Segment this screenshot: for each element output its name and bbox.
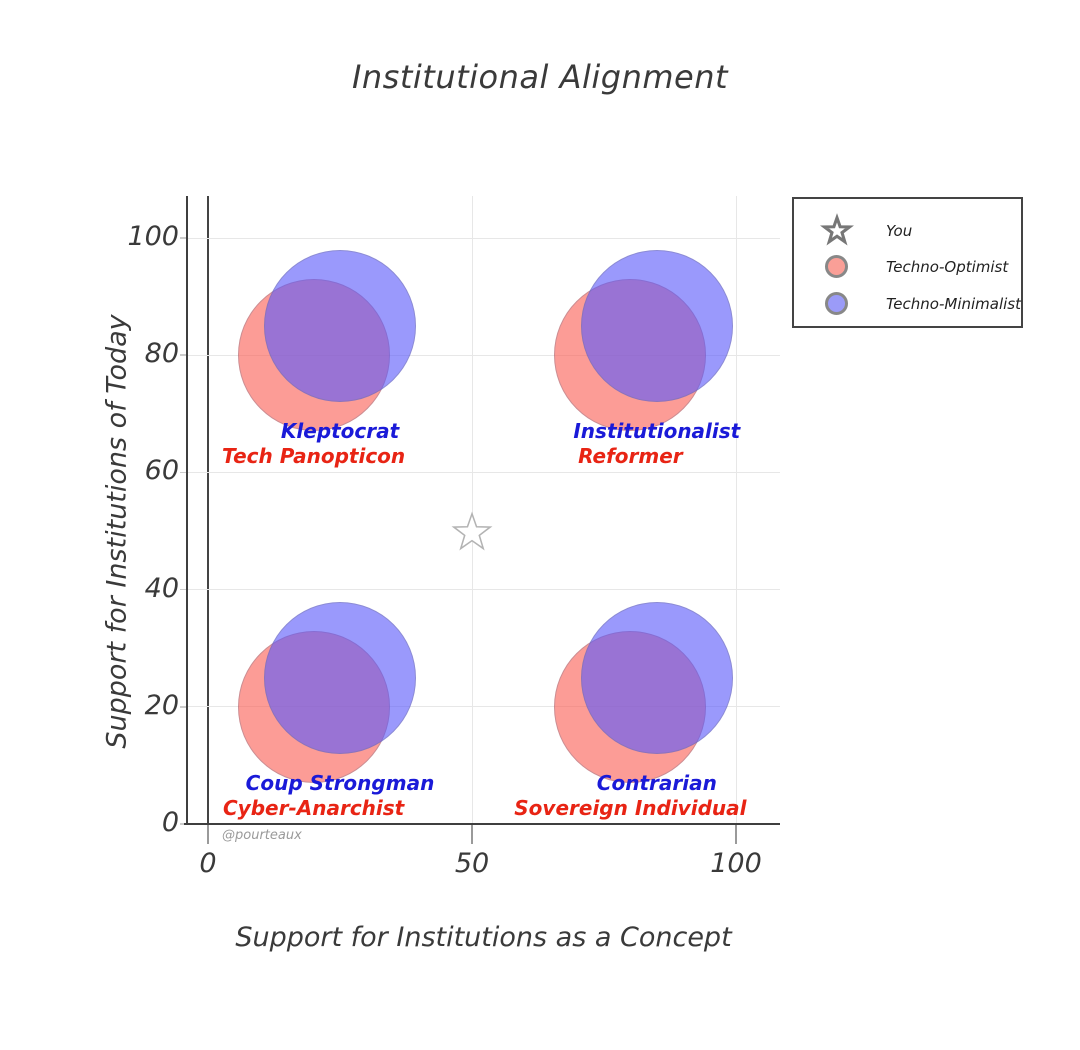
x-gridline-100 <box>735 196 737 824</box>
bubble-techno-minimalist-institutionalist <box>580 249 733 402</box>
x-axis-line <box>184 823 780 825</box>
y-tick-label-20: 20 <box>144 689 179 721</box>
y-tick-60 <box>180 471 187 474</box>
y-axis-line <box>186 196 188 825</box>
plot-area: 0 50 100 0 20 40 60 80 100 Tech Panopticon Reforme… <box>127 196 780 879</box>
bubble-techno-minimalist-kleptocrat <box>264 249 416 402</box>
y-gridline-100 <box>187 237 780 239</box>
x-tick-100 <box>735 824 737 844</box>
y-tick-80 <box>180 354 187 356</box>
annotation-coup-strongman: Coup Strongman <box>245 770 435 795</box>
annotation-institutionalist: Institutionalist <box>573 418 741 443</box>
x-tick-label-50: 50 <box>454 848 490 879</box>
legend: You Techno-Optimist Techno-Minimalist <box>792 197 1023 328</box>
annotation-reformer: Reformer <box>578 444 683 469</box>
y-tick-label-0: 0 <box>161 807 179 838</box>
annotation-cyber-anarchist: Cyber-Anarchist <box>222 795 405 820</box>
x-tick-0 <box>207 824 209 844</box>
x-tick-label-100: 100 <box>710 848 762 879</box>
x-tick-50 <box>471 824 473 844</box>
y-tick-100 <box>180 237 187 239</box>
annotation-contrarian: Contrarian <box>596 770 717 795</box>
y-tick-label-100: 100 <box>127 221 179 252</box>
legend-item-you[interactable]: You <box>794 209 1021 247</box>
y-tick-0 <box>180 823 187 825</box>
y-tick-label-80: 80 <box>144 338 179 370</box>
legend-item-techno-minimalist[interactable]: Techno-Minimalist <box>794 290 1021 328</box>
annotation-kleptocrat: Kleptocrat <box>280 418 400 443</box>
y-tick-label-60: 60 <box>144 455 179 487</box>
y-tick-40 <box>180 588 187 591</box>
y-gridline-80 <box>187 354 780 356</box>
legend-label: You <box>886 222 913 240</box>
x-axis-title: Support for Institutions as a Concept <box>235 922 732 953</box>
techno-optimist-swatch-icon <box>825 255 848 278</box>
legend-label: Techno-Minimalist <box>886 295 1022 313</box>
watermark: @pourteaux <box>222 828 302 843</box>
x-gridline-50 <box>471 196 473 824</box>
annotation-sovereign-individual: Sovereign Individual <box>514 795 747 820</box>
annotation-tech-panopticon: Tech Panopticon <box>222 444 406 469</box>
you-star-icon <box>440 501 504 565</box>
chart-title: Institutional Alignment <box>351 58 729 96</box>
y-tick-20 <box>180 706 187 708</box>
techno-minimalist-swatch-icon <box>825 292 848 315</box>
x-tick-label-0: 0 <box>199 848 217 879</box>
legend-item-techno-optimist[interactable]: Techno-Optimist <box>794 253 1021 291</box>
y-gridline-40 <box>187 589 780 591</box>
bubble-techno-minimalist-contrarian <box>580 601 733 754</box>
y-gridline-60 <box>187 471 780 473</box>
legend-label: Techno-Optimist <box>886 258 1009 276</box>
x-zeroline <box>207 196 209 824</box>
star-icon <box>815 209 859 253</box>
y-tick-label-40: 40 <box>144 572 179 604</box>
bubble-techno-minimalist-coup-strongman <box>264 601 416 754</box>
y-gridline-20 <box>187 706 780 708</box>
